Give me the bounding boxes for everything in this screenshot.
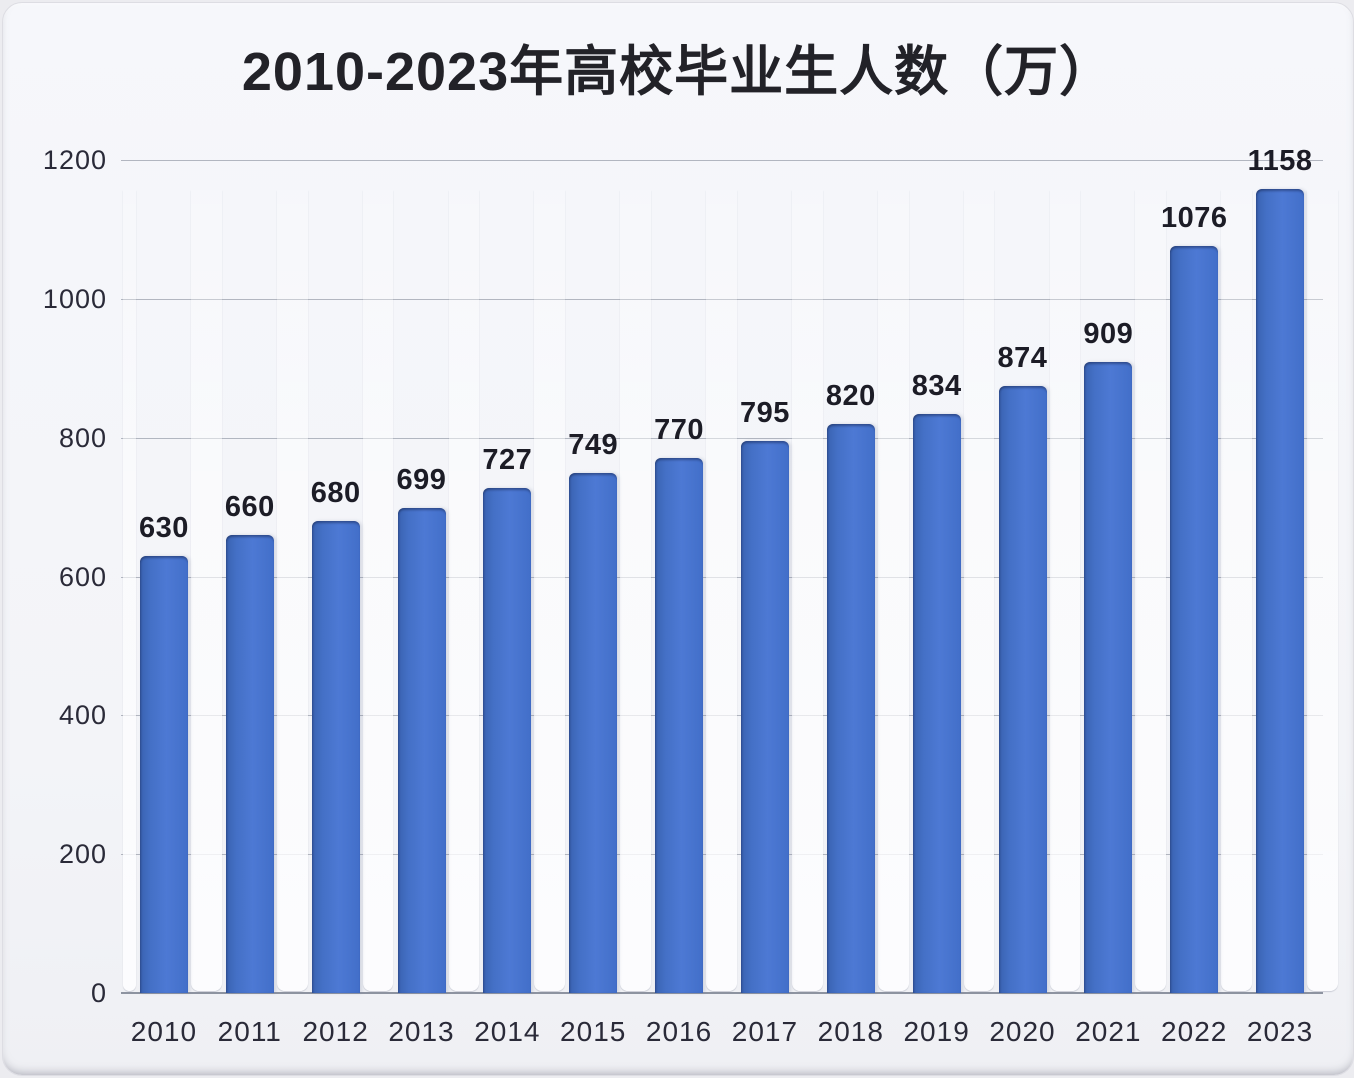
y-tick-label: 1000 [42,283,107,314]
bar-value-label: 909 [1083,318,1134,350]
bar-value-label: 680 [310,476,361,509]
x-tick-label: 2019 [903,1016,970,1047]
bar [311,520,360,993]
chart-title: 2010-2023年高校毕业生人数（万） [241,42,1115,102]
bar-value-label: 699 [396,463,447,496]
y-tick-label: 0 [90,978,107,1008]
bar-value-label: 834 [911,370,962,403]
bar-value-label: 749 [568,429,619,462]
x-tick-label: 2012 [302,1016,369,1047]
y-tick-label: 1200 [42,145,107,175]
bar-value-label: 630 [138,511,189,544]
bar [397,507,446,993]
gap-highlight [1135,190,1167,991]
gap-highlight [620,190,652,991]
x-tick-label: 2023 [1246,1016,1314,1047]
y-tick-label: 800 [58,422,107,453]
bar [139,555,188,993]
bar [826,423,875,993]
gap-highlight [791,190,823,991]
y-tick-label: 600 [58,561,107,592]
bar-value-label: 660 [224,490,275,523]
bar-value-label: 770 [654,414,704,447]
gap-highlight [448,190,480,991]
bar-value-label: 1076 [1160,202,1228,235]
x-tick-label: 2021 [1075,1016,1142,1047]
gap-highlight [706,190,737,991]
gap-highlight [1307,190,1338,991]
bar-value-label: 727 [482,444,533,477]
plot-area: 0 200 400 600 800 1000 1200 630 660 680 699 727 749… [3,3,1353,1075]
x-tick-label: 2018 [817,1016,884,1047]
y-tick-label: 400 [58,700,107,731]
gap-highlight [877,190,909,991]
x-tick-label: 2015 [560,1016,627,1047]
x-tick-label: 2022 [1161,1016,1228,1047]
bar [569,473,618,993]
x-tick-label: 2016 [645,1016,713,1047]
gap-highlight [190,190,222,991]
bar [1170,246,1219,993]
x-axis-line [121,992,1323,994]
bar-value-label: 1158 [1247,145,1313,178]
x-tick-label: 2020 [989,1016,1056,1047]
y-tick-label: 200 [58,839,107,870]
bar-value-label: 795 [739,397,790,430]
gap-highlight [276,190,308,991]
bar-value-label: 874 [997,342,1048,375]
x-tick-label: 2017 [731,1016,799,1047]
bar [655,458,704,993]
bar [1084,362,1133,993]
gap-highlight [362,190,394,991]
bar [998,386,1047,993]
gap-highlight [1221,190,1253,991]
bar [912,414,961,993]
bar [483,488,532,993]
gap-highlight [1049,190,1081,991]
x-tick-label: 2014 [474,1016,541,1047]
bar [225,534,274,993]
bar [1256,189,1305,993]
x-tick-label: 2013 [388,1016,455,1047]
gap-highlight [534,190,566,991]
x-tick-label: 2010 [130,1016,198,1047]
gap-highlight [963,190,995,991]
bar-value-label: 820 [825,379,876,412]
gap-highlight [123,190,136,991]
x-tick-label: 2011 [217,1016,282,1047]
gridline [121,160,1323,161]
bar [740,441,789,993]
